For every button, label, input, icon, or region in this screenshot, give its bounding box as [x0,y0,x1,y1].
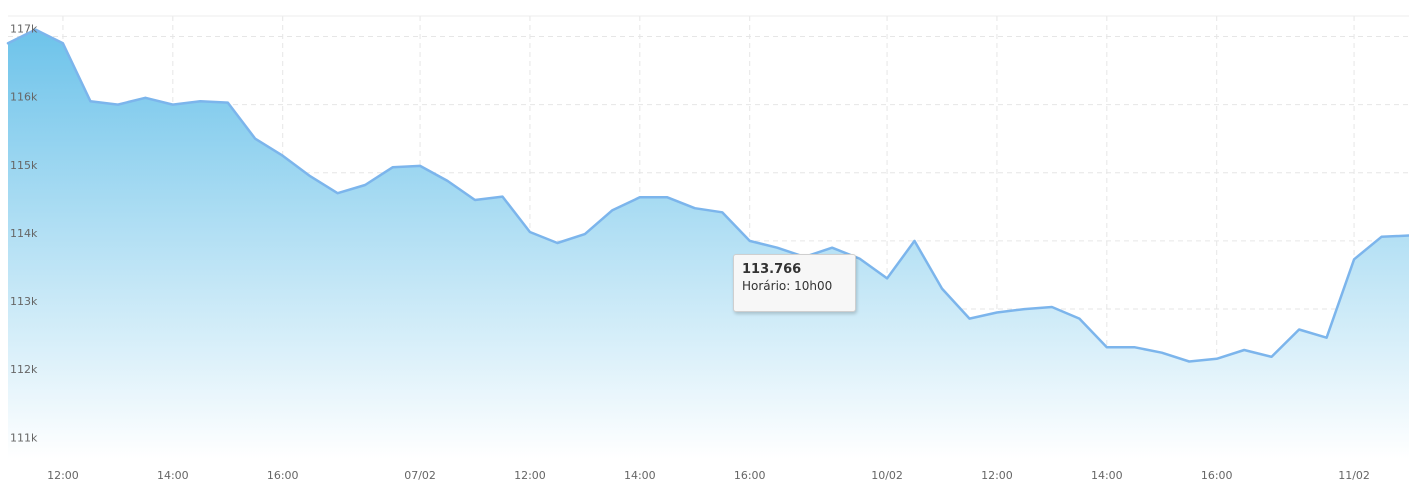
y-axis: 117k 116k 115k 114k 113k 112k 111k [10,22,38,444]
x-tick-label: 14:00 [1091,469,1123,482]
x-tick-label: 11/02 [1338,469,1370,482]
tooltip-value: 113.766 [742,262,802,277]
y-tick-label: 111k [10,431,38,444]
x-tick-label: 12:00 [47,469,79,482]
y-tick-label: 114k [10,227,38,240]
y-tick-label: 116k [10,91,38,104]
y-tick-label: 112k [10,363,38,376]
data-tooltip: 113.766 Horário: 10h00 [733,254,856,312]
x-tick-label: 16:00 [734,469,766,482]
x-tick-label: 16:00 [267,469,299,482]
x-tick-label: 14:00 [157,469,189,482]
x-tick-label: 16:00 [1201,469,1233,482]
series-area [8,29,1409,459]
tooltip-time-label: Horário: [742,279,791,293]
series-line[interactable] [6,28,1409,363]
tooltip-time-row: Horário: 10h00 [742,278,847,294]
tooltip-time-value: 10h00 [794,279,833,293]
y-tick-label: 115k [10,159,38,172]
x-tick-label: 10/02 [871,469,903,482]
y-tick-label: 117k [10,22,38,35]
x-tick-label: 07/02 [404,469,436,482]
x-axis: 12:00 14:00 16:00 07/02 12:00 14:00 16:00 10/02… [47,469,1370,482]
x-tick-label: 12:00 [981,469,1013,482]
x-tick-label: 14:00 [624,469,656,482]
x-tick-label: 12:00 [514,469,546,482]
y-tick-label: 113k [10,295,38,308]
